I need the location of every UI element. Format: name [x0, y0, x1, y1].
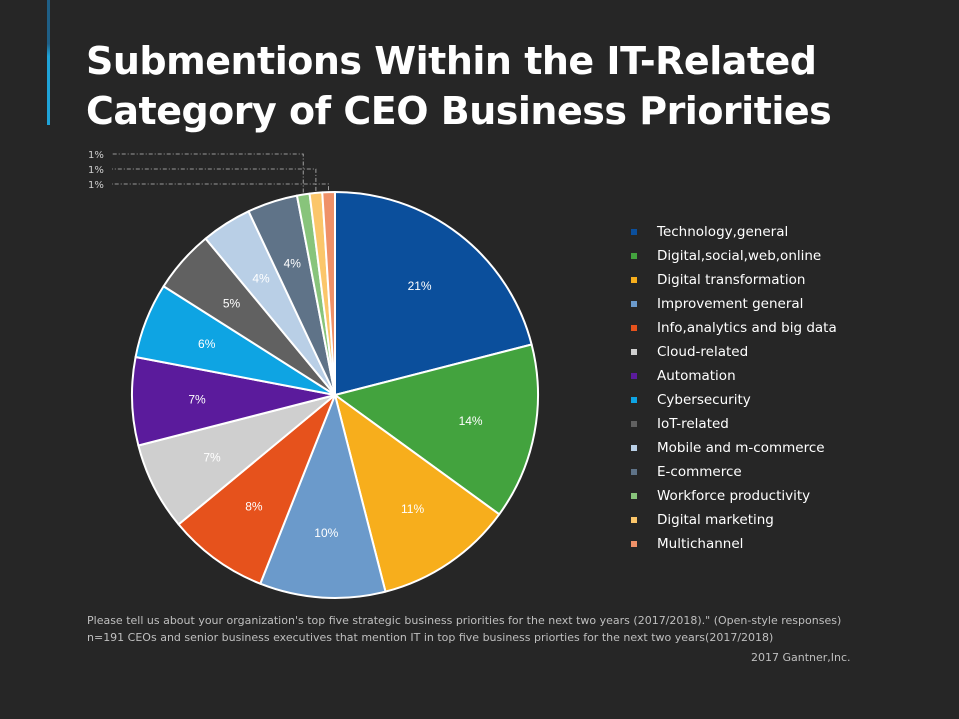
data-label-iot-related: 5% [223, 297, 241, 311]
legend-swatch [631, 493, 637, 499]
legend-swatch [631, 517, 637, 523]
legend-label: IoT-related [657, 416, 729, 432]
legend-item-multichannel: Multichannel [631, 532, 837, 556]
legend-item-info-analytics-and-big-data: Info,analytics and big data [631, 316, 837, 340]
data-label-info-analytics-and-big-data: 8% [245, 500, 263, 514]
source-credit: 2017 Gantner,Inc. [751, 651, 851, 664]
data-label-digital-transformation: 11% [401, 502, 424, 516]
pie-slices [131, 190, 539, 599]
legend-item-iot-related: IoT-related [631, 412, 837, 436]
accent-bar [47, 0, 50, 125]
leader-lines [112, 153, 330, 193]
legend-swatch [631, 541, 637, 547]
chart-legend: Technology,general Digital,social,web,onl… [631, 220, 837, 556]
data-label-e-commerce: 4% [284, 257, 302, 271]
leader-line-digital-marketing [112, 168, 317, 191]
pie-slice-digital-transformation [334, 394, 501, 593]
legend-label: Cloud-related [657, 344, 749, 360]
legend-label: Improvement general [657, 296, 804, 312]
footnote-line1: Please tell us about your organization's… [87, 614, 842, 627]
legend-swatch [631, 397, 637, 403]
legend-label: Cybersecurity [657, 392, 751, 408]
legend-swatch [631, 301, 637, 307]
legend-swatch [631, 253, 637, 259]
data-label-multichannel: 1% [88, 180, 104, 191]
legend-item-improvement-general: Improvement general [631, 292, 837, 316]
legend-label: Mobile and m-commerce [657, 440, 825, 456]
footnote-line2: n=191 CEOs and senior business executive… [87, 631, 774, 644]
page-title-line2: Category of CEO Business Priorities [86, 89, 832, 133]
data-label-mobile-and-m-commerce: 4% [252, 271, 270, 285]
legend-swatch [631, 229, 637, 235]
legend-swatch [631, 373, 637, 379]
legend-item-cybersecurity: Cybersecurity [631, 388, 837, 412]
pie-slice-improvement-general [259, 394, 387, 599]
legend-item-digital-marketing: Digital marketing [631, 508, 837, 532]
legend-label: Digital,social,web,online [657, 248, 822, 264]
legend-swatch [631, 445, 637, 451]
legend-swatch [631, 421, 637, 427]
legend-item-automation: Automation [631, 364, 837, 388]
pie-slice-technology-general [334, 191, 533, 396]
legend-item-e-commerce: E-commerce [631, 460, 837, 484]
pie-labels: 21% 14% 11% 10% 8% 7% 7% 6% 5% 4% 4% 1% 1% 1% [88, 150, 483, 540]
legend-swatch [631, 277, 637, 283]
legend-label: Technology,general [657, 224, 789, 240]
legend-swatch [631, 349, 637, 355]
legend-label: Info,analytics and big data [657, 320, 837, 336]
leader-line-workforce-productivity [112, 153, 304, 193]
legend-label: Automation [657, 368, 736, 384]
legend-swatch [631, 469, 637, 475]
legend-item-mobile-and-m-commerce: Mobile and m-commerce [631, 436, 837, 460]
page-title: Submentions Within the IT-Related Catego… [86, 36, 946, 136]
data-label-improvement-general: 10% [314, 526, 338, 540]
data-label-digital-marketing: 1% [88, 165, 104, 176]
legend-item-digital-social-web-online: Digital,social,web,online [631, 244, 837, 268]
legend-swatch [631, 325, 637, 331]
data-label-cloud-related: 7% [203, 451, 221, 465]
legend-item-technology-general: Technology,general [631, 220, 837, 244]
pie-slice-multichannel [321, 190, 336, 396]
pie-slice-digital-social-web-online [334, 343, 539, 516]
legend-label: E-commerce [657, 464, 742, 480]
pie-slice-info-analytics-and-big-data [177, 394, 336, 585]
legend-label: Digital transformation [657, 272, 806, 288]
footnote: Please tell us about your organization's… [87, 612, 887, 646]
legend-label: Digital marketing [657, 512, 774, 528]
leader-line-multichannel [112, 183, 330, 191]
page-title-line1: Submentions Within the IT-Related [86, 39, 817, 83]
data-label-workforce-productivity: 1% [88, 150, 104, 161]
data-label-automation: 7% [188, 392, 206, 406]
legend-label: Workforce productivity [657, 488, 811, 504]
legend-item-cloud-related: Cloud-related [631, 340, 837, 364]
legend-item-digital-transformation: Digital transformation [631, 268, 837, 292]
data-label-digital-social-web-online: 14% [459, 414, 483, 428]
legend-label: Multichannel [657, 536, 744, 552]
data-label-technology-general: 21% [408, 279, 432, 293]
data-label-cybersecurity: 6% [198, 337, 216, 351]
legend-item-workforce-productivity: Workforce productivity [631, 484, 837, 508]
